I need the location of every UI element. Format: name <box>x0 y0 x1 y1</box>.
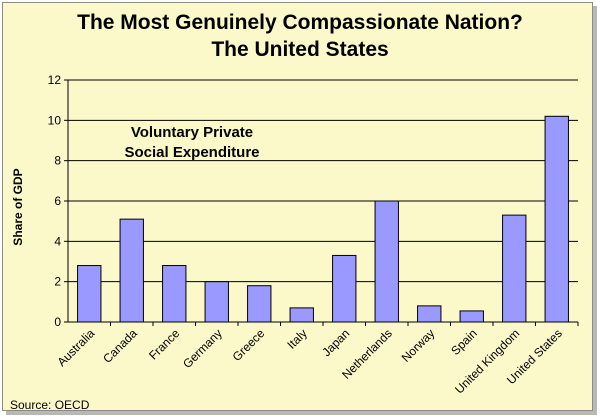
bar <box>417 305 442 323</box>
bar <box>204 281 229 323</box>
x-tick-label: Norway <box>399 326 438 365</box>
y-tick-label: 10 <box>48 113 62 127</box>
y-axis-label: Share of GDP <box>11 168 25 246</box>
x-tick-label: Germany <box>180 326 225 371</box>
bar <box>162 265 187 323</box>
bar <box>289 307 314 323</box>
x-tick-label: Italy <box>284 326 309 351</box>
x-tick-label: France <box>146 326 183 363</box>
annotation-line-2: Social Expenditure <box>124 144 260 161</box>
annotation-line-1: Voluntary Private <box>130 124 254 141</box>
y-tick-label: 0 <box>54 315 61 329</box>
y-tick-label: 4 <box>54 234 61 248</box>
bar <box>247 285 272 323</box>
x-tick-label: Japan <box>319 326 352 359</box>
x-tick-label: Australia <box>54 326 97 369</box>
x-tick-label: Spain <box>448 326 480 358</box>
x-tick-label: Canada <box>100 326 140 366</box>
source-note: Source: OECD <box>10 398 90 412</box>
y-tick-label: 2 <box>54 275 61 289</box>
x-tick-label: Greece <box>230 326 268 364</box>
chart-title-line-1: The Most Genuinely Compassionate Nation? <box>77 11 523 34</box>
y-tick-label: 12 <box>48 73 62 87</box>
bar <box>119 218 144 323</box>
y-tick-label: 6 <box>54 194 61 208</box>
bar <box>374 200 399 323</box>
bar <box>332 254 357 323</box>
y-tick-label: 8 <box>54 154 61 168</box>
bar <box>77 265 102 323</box>
bar <box>502 214 527 323</box>
bar <box>544 115 569 323</box>
chart-title-line-2: The United States <box>211 38 389 61</box>
bar <box>459 310 484 323</box>
